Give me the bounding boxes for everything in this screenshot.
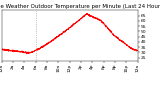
Title: Milwaukee Weather Outdoor Temperature per Minute (Last 24 Hours): Milwaukee Weather Outdoor Temperature pe… (0, 4, 160, 9)
